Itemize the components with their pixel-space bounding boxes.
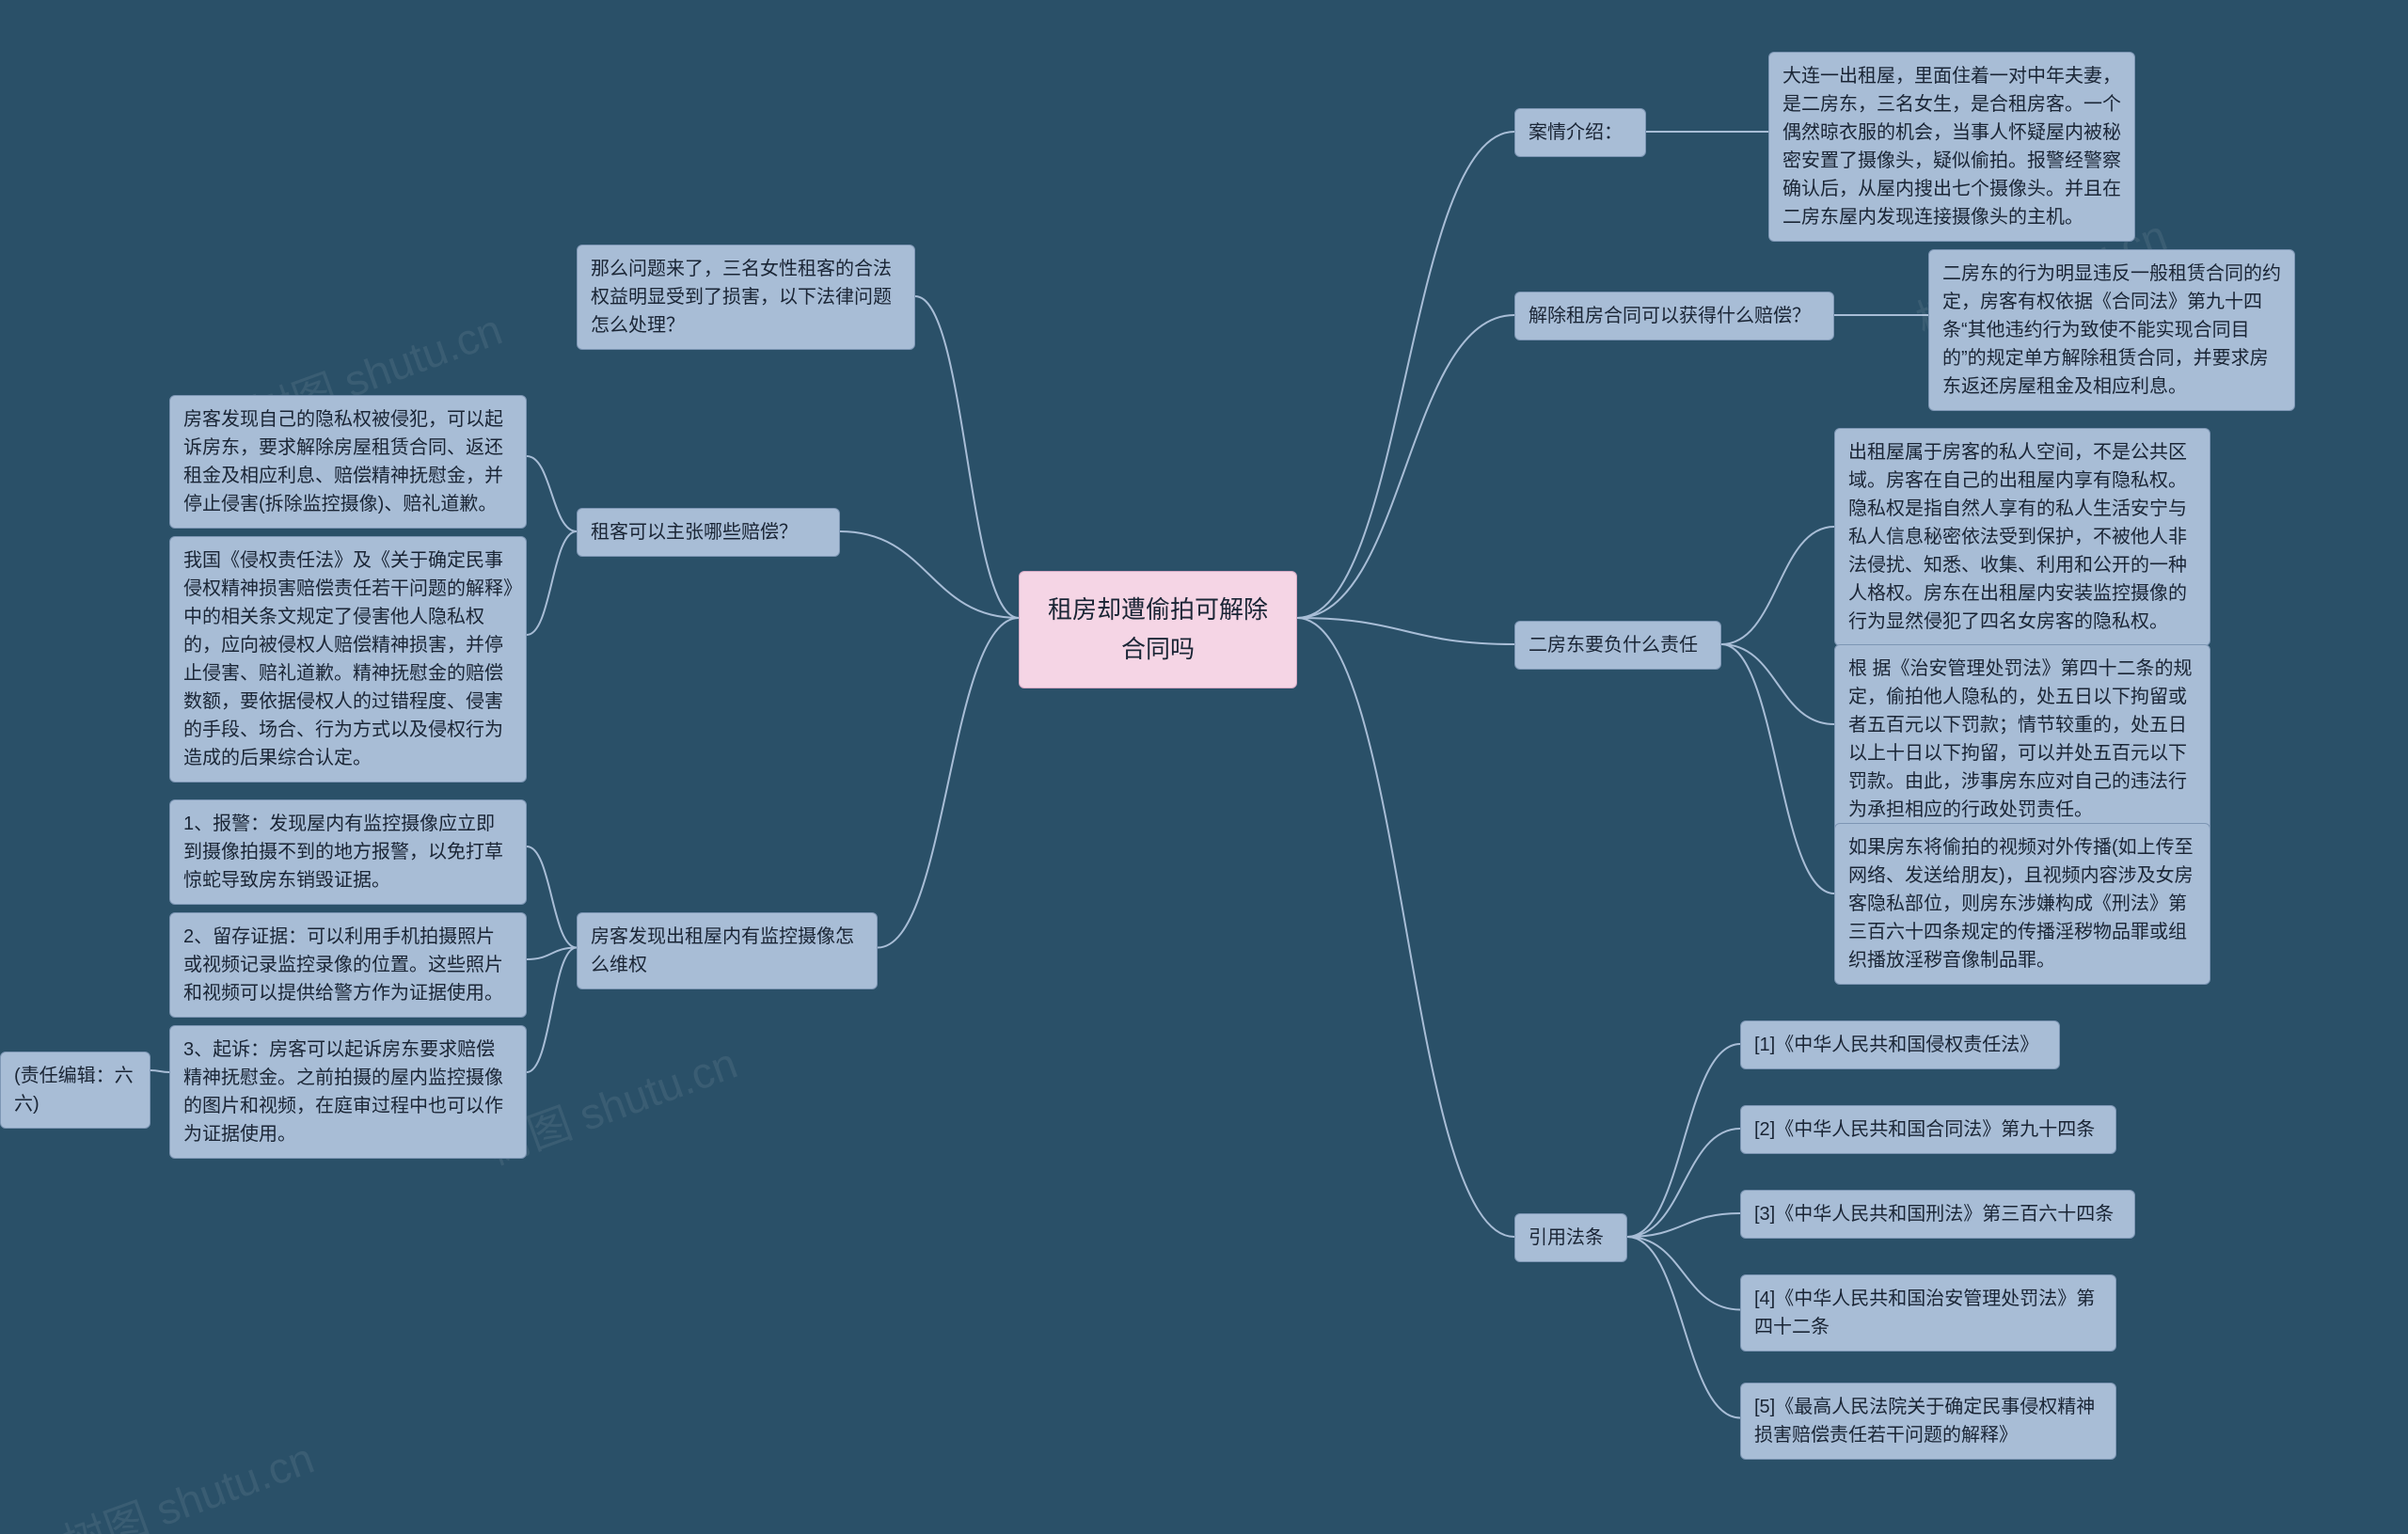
leaf-left[interactable]: 房客发现自己的隐私权被侵犯，可以起诉房东，要求解除房屋租赁合同、返还租金及相应利…	[169, 395, 527, 529]
watermark: 树图 shutu.cn	[54, 1424, 321, 1534]
leaf-left[interactable]: 我国《侵权责任法》及《关于确定民事侵权精神损害赔偿责任若干问题的解释》中的相关条…	[169, 536, 527, 783]
branch-left[interactable]: 房客发现出租屋内有监控摄像怎么维权	[577, 912, 878, 989]
branch-right[interactable]: 引用法条	[1514, 1213, 1627, 1262]
mindmap-canvas: 树图 shutu.cn树图 shutu.cn树图 shutu.cn树图 shut…	[0, 0, 2408, 1534]
leaf-right[interactable]: 大连一出租屋，里面住着一对中年夫妻，是二房东，三名女生，是合租房客。一个偶然晾衣…	[1768, 52, 2135, 242]
leaf-left[interactable]: 1、报警：发现屋内有监控摄像应立即到摄像拍摄不到的地方报警，以免打草惊蛇导致房东…	[169, 799, 527, 905]
leaf-right[interactable]: [1]《中华人民共和国侵权责任法》	[1740, 1020, 2060, 1069]
leaf-right[interactable]: [3]《中华人民共和国刑法》第三百六十四条	[1740, 1190, 2135, 1239]
leaf-right[interactable]: 二房东的行为明显违反一般租赁合同的约定，房客有权依据《合同法》第九十四条“其他违…	[1928, 249, 2295, 411]
leaf-right[interactable]: [2]《中华人民共和国合同法》第九十四条	[1740, 1105, 2116, 1154]
leaf-right[interactable]: 出租屋属于房客的私人空间，不是公共区域。房客在自己的出租屋内享有隐私权。隐私权是…	[1834, 428, 2210, 646]
leaf-right[interactable]: [4]《中华人民共和国治安管理处罚法》第四十二条	[1740, 1274, 2116, 1352]
leaf-left[interactable]: 2、留存证据：可以利用手机拍摄照片或视频记录监控录像的位置。这些照片和视频可以提…	[169, 912, 527, 1018]
branch-left[interactable]: 租客可以主张哪些赔偿？	[577, 508, 840, 557]
leaf-left[interactable]: 3、起诉：房客可以起诉房东要求赔偿精神抚慰金。之前拍摄的屋内监控摄像的图片和视频…	[169, 1025, 527, 1159]
branch-left[interactable]: 那么问题来了，三名女性租客的合法权益明显受到了损害，以下法律问题怎么处理？	[577, 245, 915, 350]
central-topic[interactable]: 租房却遭偷拍可解除合同吗	[1019, 571, 1297, 688]
tail-note[interactable]: (责任编辑：六六)	[0, 1052, 150, 1129]
leaf-right[interactable]: 如果房东将偷拍的视频对外传播(如上传至网络、发送给朋友)，且视频内容涉及女房客隐…	[1834, 823, 2210, 985]
branch-right[interactable]: 案情介绍：	[1514, 108, 1646, 157]
leaf-right[interactable]: [5]《最高人民法院关于确定民事侵权精神损害赔偿责任若干问题的解释》	[1740, 1383, 2116, 1460]
branch-right[interactable]: 解除租房合同可以获得什么赔偿？	[1514, 292, 1834, 340]
branch-right[interactable]: 二房东要负什么责任	[1514, 621, 1721, 670]
leaf-right[interactable]: 根 据《治安管理处罚法》第四十二条的规定，偷拍他人隐私的，处五日以下拘留或者五百…	[1834, 644, 2210, 834]
